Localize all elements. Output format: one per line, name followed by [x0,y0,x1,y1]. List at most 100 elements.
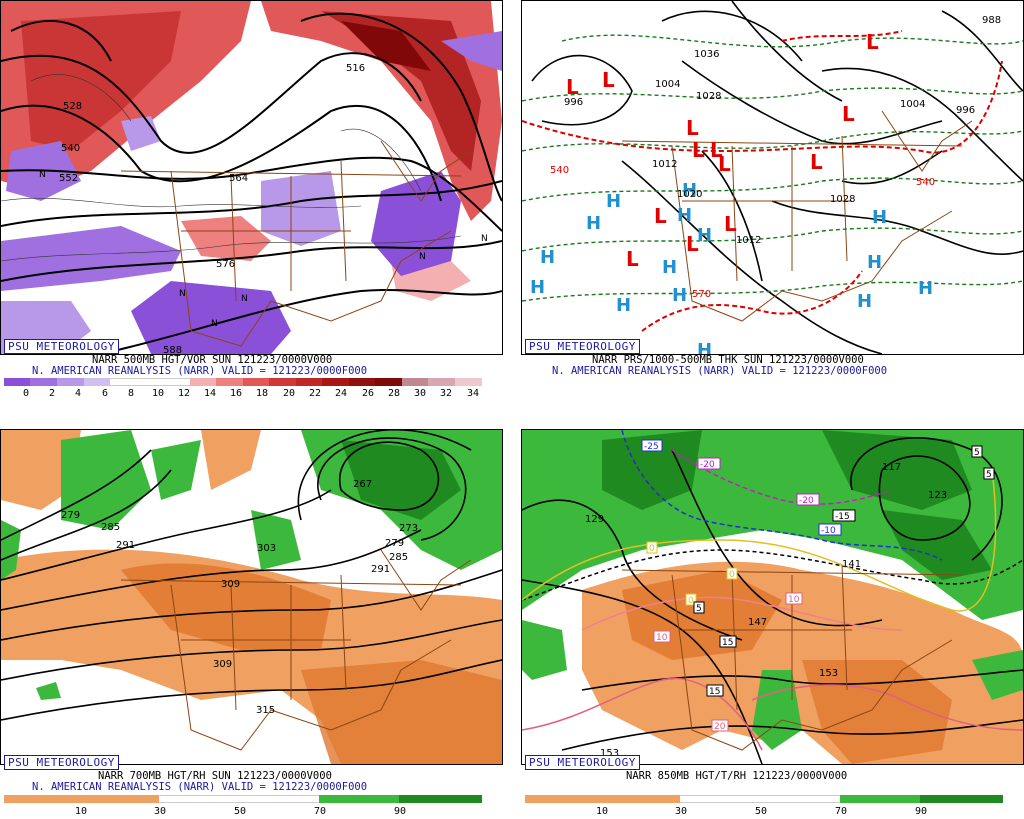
svg-text:H: H [530,277,545,298]
temp-label: 15 [709,687,720,697]
colorbar-tick: 24 [334,388,348,399]
contour-label: 540 [61,143,80,154]
isobar-label: 1004 [655,79,680,90]
contour-label: 516 [346,63,365,74]
isobar-label: 1028 [830,194,855,205]
thickness-label: 540 [916,177,935,188]
contour-label: 153 [600,748,619,759]
colorbar-tick: 10 [595,806,609,817]
temp-label: -15 [835,512,850,522]
temp-label: 0 [688,596,694,606]
map-700mb: 279 285 291 303 309 309 315 267 273 279 … [0,429,503,765]
svg-text:L: L [654,204,667,228]
thickness-label: 540 [550,165,569,176]
svg-text:H: H [677,205,692,226]
svg-text:L: L [686,232,699,256]
svg-text:H: H [918,278,933,299]
panel-700mb: 279 285 291 303 309 309 315 267 273 279 … [0,429,503,819]
contour-label: 315 [256,705,275,716]
svg-text:L: L [566,75,579,99]
contour-label: 564 [229,173,248,184]
contour-label: 279 [61,510,80,521]
contour-label: 291 [116,540,135,551]
colorbar-tick: 8 [127,388,135,399]
colorbar-tick: 18 [255,388,269,399]
map-header: NARR 500MB HGT/VOR SUN 121223/0000V000 [92,354,333,366]
svg-text:L: L [810,150,823,174]
colorbar-tick: 32 [439,388,453,399]
svg-text:L: L [718,152,731,176]
colorbar-tick: 6 [101,388,109,399]
svg-text:H: H [867,252,882,273]
colorbar-tick: 26 [361,388,375,399]
panel-850mb: -25 -20 -20 -15 -10 0 0 0 5 5 [521,429,1024,819]
credit-label: PSU METEOROLOGY [4,755,119,770]
credit-label: PSU METEOROLOGY [4,339,119,354]
isobar-label: 996 [564,97,583,108]
temp-label: -20 [700,460,715,470]
svg-text:H: H [586,213,601,234]
thickness-label: 570 [692,289,711,300]
contour-label: 309 [221,579,240,590]
colorbar-tick: 34 [466,388,480,399]
temp-label: 20 [714,722,726,732]
map-header: NARR PRS/1000-500MB THK SUN 121223/0000V… [592,354,864,366]
colorbar-tick: 50 [233,806,247,817]
isobar-label: 1028 [696,91,721,102]
svg-text:L: L [602,68,615,92]
map-valid-line: N. AMERICAN REANALYSIS (NARR) VALID = 12… [32,365,368,377]
temp-label: 5 [696,604,702,614]
temp-label: 15 [722,638,733,648]
svg-text:N: N [39,170,46,180]
temp-label: -20 [799,496,814,506]
contour-label: 303 [257,543,276,554]
svg-text:H: H [857,291,872,312]
panel-500mb: 528 540 552 564 576 588 516 N N N N N N PSU … [0,0,503,405]
contour-label: 123 [928,490,947,501]
temp-label: 10 [788,595,800,605]
map-valid-line: N. AMERICAN REANALYSIS (NARR) VALID = 12… [552,365,888,377]
isobar-label: 1012 [652,159,677,170]
colorbar-tick: 90 [914,806,928,817]
temp-label: 0 [649,544,655,554]
contour-label: 576 [216,259,235,270]
isobar-label: 1004 [900,99,925,110]
contour-label: 291 [371,564,390,575]
svg-text:H: H [606,191,621,212]
svg-text:L: L [842,102,855,126]
temp-label: 10 [656,633,668,643]
contour-label: 129 [585,514,604,525]
contour-label: 528 [63,101,82,112]
colorbar-700mb: 10 30 50 70 90 [4,795,482,817]
contour-label: 117 [882,462,901,473]
colorbar-tick: 22 [308,388,322,399]
colorbar-tick: 12 [177,388,191,399]
isobar-label: 1036 [694,49,719,60]
svg-text:L: L [626,247,639,271]
svg-text:N: N [419,252,426,262]
svg-text:L: L [686,116,699,140]
colorbar-tick: 20 [282,388,296,399]
isobar-label: 996 [956,105,975,116]
svg-text:L: L [710,138,723,162]
credit-label: PSU METEOROLOGY [525,755,640,770]
map-850mb: -25 -20 -20 -15 -10 0 0 0 5 5 [521,429,1024,765]
contour-label: 588 [163,345,182,354]
contour-label: 552 [59,173,78,184]
svg-text:L: L [692,138,705,162]
contour-label: 285 [389,552,408,563]
colorbar-850mb: 10 30 50 70 90 [525,795,1003,817]
map-500mb: 528 540 552 564 576 588 516 N N N N N N [0,0,503,355]
svg-text:H: H [616,295,631,316]
colorbar-tick: 30 [674,806,688,817]
contour-label: 309 [213,659,232,670]
contour-label: 147 [748,617,767,628]
svg-text:L: L [724,212,737,236]
colorbar-tick: 50 [754,806,768,817]
contour-label: 267 [353,479,372,490]
colorbar-tick: 14 [203,388,217,399]
svg-text:N: N [211,319,218,329]
credit-label: PSU METEOROLOGY [525,339,640,354]
